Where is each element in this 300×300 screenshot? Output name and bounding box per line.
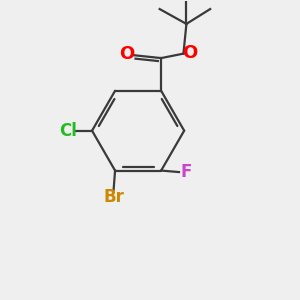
Text: O: O (182, 44, 198, 62)
Text: O: O (119, 45, 134, 63)
Text: F: F (180, 163, 191, 181)
Text: Br: Br (103, 188, 124, 206)
Text: Cl: Cl (59, 122, 77, 140)
